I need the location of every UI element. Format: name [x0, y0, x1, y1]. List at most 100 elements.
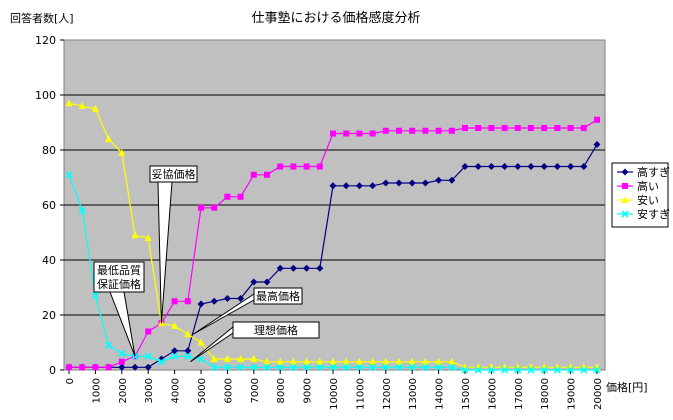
data-point — [343, 130, 350, 137]
data-point — [593, 366, 601, 374]
data-point — [250, 355, 258, 362]
data-point — [118, 349, 126, 358]
x-tick-label: 19000 — [567, 378, 578, 410]
data-point — [408, 357, 416, 365]
data-point — [580, 125, 587, 131]
data-point — [223, 363, 231, 371]
x-tick-label: 8000 — [276, 378, 287, 403]
x-axis-label: 価格[円] — [606, 380, 648, 394]
data-point — [487, 366, 495, 374]
callout-box — [149, 165, 198, 183]
data-point — [78, 102, 86, 109]
data-point — [540, 366, 548, 374]
callout-label: 最高価格 — [256, 289, 300, 303]
data-point — [514, 163, 522, 170]
data-point — [382, 357, 390, 365]
callout-label: 妥協価格 — [152, 167, 196, 181]
data-point — [501, 366, 509, 374]
data-point — [263, 357, 271, 365]
y-tick-label: 40 — [42, 254, 56, 267]
data-point — [303, 363, 311, 371]
data-point — [197, 355, 205, 363]
data-point — [171, 322, 179, 329]
data-point — [567, 366, 575, 374]
data-point — [118, 148, 126, 156]
data-point — [118, 363, 126, 371]
data-point — [501, 125, 508, 131]
data-point — [237, 193, 244, 200]
data-point — [276, 264, 284, 272]
data-point — [66, 364, 72, 371]
callout-box — [232, 321, 320, 339]
data-point — [408, 363, 416, 371]
legend-label: 安い — [637, 193, 659, 207]
data-point — [396, 127, 402, 134]
x-tick-label: 6000 — [223, 378, 234, 403]
data-point — [514, 125, 521, 131]
data-point — [210, 363, 218, 371]
y-tick-label: 120 — [35, 34, 56, 47]
data-point — [409, 127, 416, 134]
x-axis-ticks: 0 1000 2000 3000 4000 5000 6000 7000 8000 9000 100… — [65, 370, 604, 410]
data-point — [408, 179, 416, 187]
data-point — [594, 116, 600, 123]
data-point — [316, 264, 324, 272]
data-point — [435, 176, 443, 184]
x-tick-label: 17000 — [514, 378, 525, 410]
data-point — [92, 364, 99, 371]
data-point — [330, 130, 336, 137]
data-point — [118, 358, 125, 365]
data-point — [435, 363, 443, 371]
data-point — [263, 278, 271, 286]
data-point — [382, 363, 390, 371]
data-point — [369, 182, 377, 190]
data-point — [210, 355, 218, 362]
data-point — [171, 352, 179, 360]
data-point — [461, 366, 469, 374]
data-point — [237, 355, 245, 362]
y-axis-label: 回答者数[人] — [10, 11, 74, 25]
data-point — [554, 125, 561, 131]
grid-lines — [64, 94, 605, 316]
series-4 — [65, 171, 601, 374]
data-point — [528, 125, 534, 131]
data-point — [329, 363, 337, 371]
data-point — [65, 171, 73, 179]
series-3 — [65, 99, 601, 371]
data-point — [211, 204, 218, 211]
x-tick-label: 15000 — [461, 378, 472, 410]
data-point — [105, 341, 113, 349]
data-point — [580, 366, 588, 374]
data-point — [593, 141, 601, 148]
legend-marker — [621, 196, 629, 203]
data-point — [224, 193, 231, 200]
data-point — [421, 179, 429, 187]
data-point — [474, 163, 482, 170]
data-point — [144, 363, 152, 371]
y-axis-ticks: 0 20 40 60 80 100 120 — [35, 34, 64, 377]
data-point — [395, 179, 403, 187]
data-point — [223, 295, 231, 302]
legend-marker — [621, 210, 629, 218]
data-point — [567, 125, 574, 131]
data-point — [237, 363, 245, 371]
data-point — [289, 363, 297, 371]
legend-box — [611, 162, 669, 228]
data-point — [580, 163, 588, 170]
data-point — [290, 163, 297, 170]
x-tick-label: 11000 — [355, 378, 366, 410]
x-tick-label: 5000 — [197, 378, 208, 403]
x-tick-label: 10000 — [329, 378, 340, 410]
data-point — [131, 363, 139, 371]
data-point — [475, 125, 482, 131]
data-point — [514, 366, 522, 374]
data-point — [171, 347, 179, 355]
data-point — [197, 300, 205, 308]
callout-box — [93, 261, 145, 293]
data-point — [316, 357, 324, 365]
data-point — [421, 357, 429, 365]
